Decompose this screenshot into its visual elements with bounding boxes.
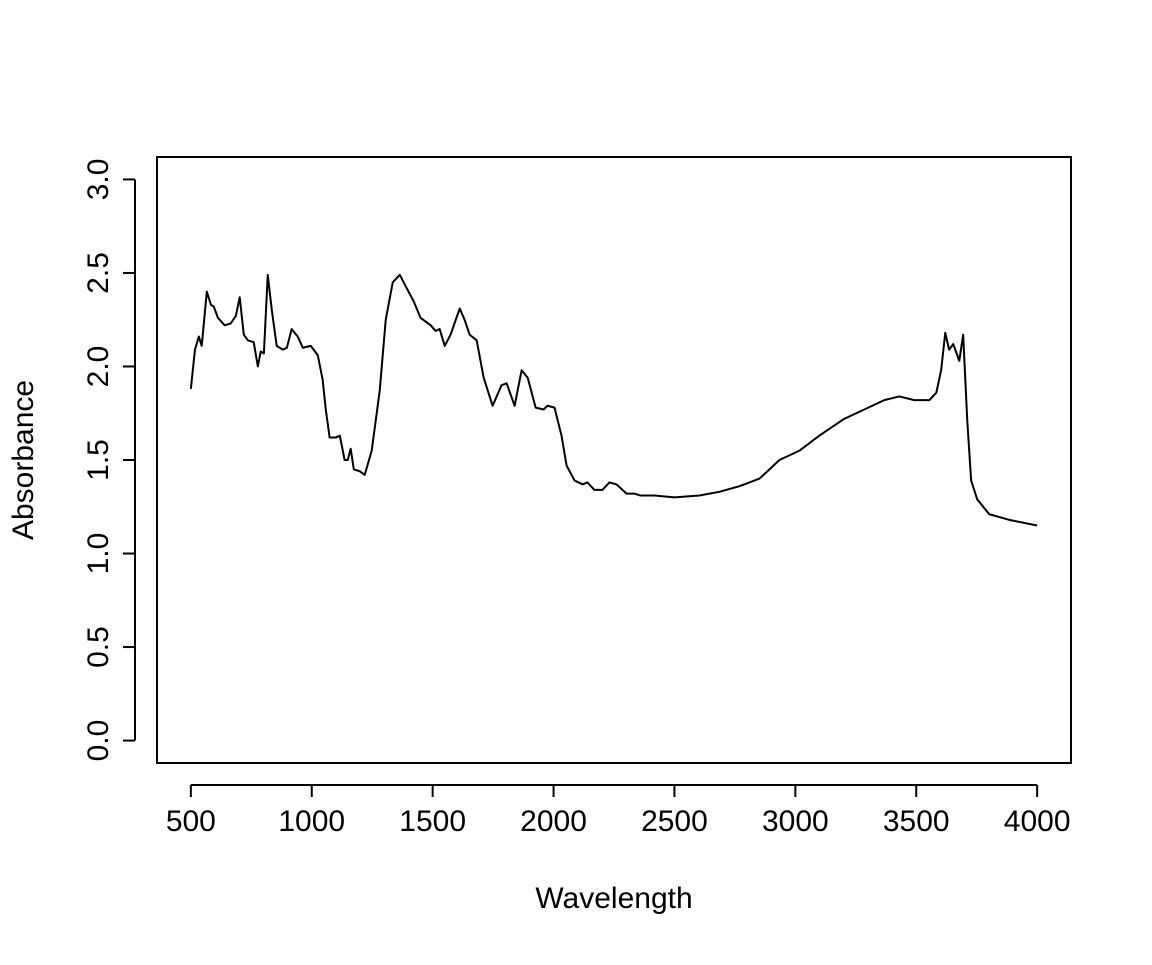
y-axis-title: Absorbance bbox=[7, 380, 40, 540]
y-tick-label: 0.0 bbox=[82, 720, 115, 762]
x-tick-label: 500 bbox=[166, 805, 216, 838]
x-axis-title: Wavelength bbox=[535, 882, 692, 915]
x-tick-label: 2500 bbox=[641, 805, 708, 838]
x-tick-label: 3000 bbox=[762, 805, 829, 838]
y-tick-label: 1.0 bbox=[82, 533, 115, 575]
spectrum-line bbox=[189, 273, 1038, 527]
x-tick-label: 1500 bbox=[399, 805, 466, 838]
x-tick-label: 4000 bbox=[1004, 805, 1071, 838]
x-tick-label: 1000 bbox=[278, 805, 345, 838]
y-tick-label: 1.5 bbox=[82, 439, 115, 481]
y-tick-label: 3.0 bbox=[82, 159, 115, 201]
y-tick-label: 0.5 bbox=[82, 626, 115, 668]
y-tick-label: 2.0 bbox=[82, 346, 115, 388]
plot-box bbox=[156, 156, 1072, 764]
x-tick-label: 3500 bbox=[883, 805, 950, 838]
x-tick-label: 2000 bbox=[520, 805, 587, 838]
y-tick-label: 2.5 bbox=[82, 252, 115, 294]
